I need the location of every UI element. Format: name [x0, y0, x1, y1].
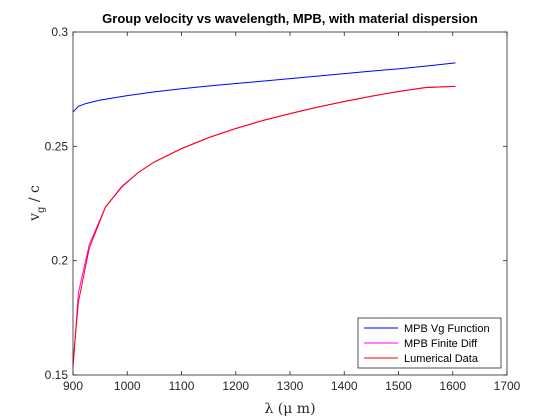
- series-line-mpb-vg-function: [72, 62, 456, 113]
- y-tick-label: 0.2: [51, 254, 68, 268]
- y-axis-label-subscript: g: [36, 206, 47, 213]
- y-tick-label: 0.3: [51, 25, 68, 39]
- x-tick-label: 1000: [114, 379, 141, 393]
- x-tick-label: 1500: [385, 379, 412, 393]
- legend: MPB Vg Function MPB Finite Diff Lumerical …: [357, 317, 502, 369]
- y-tick-label: 0.15: [45, 368, 69, 382]
- legend-label-lumerical-data: Lumerical Data: [404, 353, 479, 365]
- x-tick-label: 1700: [494, 379, 521, 393]
- series-layer: [72, 62, 456, 369]
- x-tick-label: 1600: [439, 379, 466, 393]
- x-tick-label: 900: [63, 379, 83, 393]
- y-axis-label: vg / c: [27, 185, 47, 222]
- x-tick-label: 1100: [169, 379, 195, 393]
- y-axis-label-tail: / c: [27, 185, 43, 207]
- legend-label-mpb-vg-function: MPB Vg Function: [404, 323, 490, 335]
- x-tick-label: 1400: [331, 379, 358, 393]
- y-tick-label: 0.25: [45, 139, 69, 153]
- series-line-lumerical-data: [72, 85, 456, 364]
- chart-title: Group velocity vs wavelength, MPB, with …: [102, 11, 478, 26]
- axes-layer: 900 1000 1100 1200 1300 1400 1500 1600 1700 0.15 0…: [45, 25, 521, 393]
- y-axis-label-main: v: [27, 213, 43, 222]
- x-tick-label: 1300: [277, 379, 304, 393]
- x-axis-label: λ (μ m): [264, 401, 315, 417]
- legend-label-mpb-finite-diff: MPB Finite Diff: [404, 338, 478, 350]
- x-tick-label: 1200: [222, 379, 249, 393]
